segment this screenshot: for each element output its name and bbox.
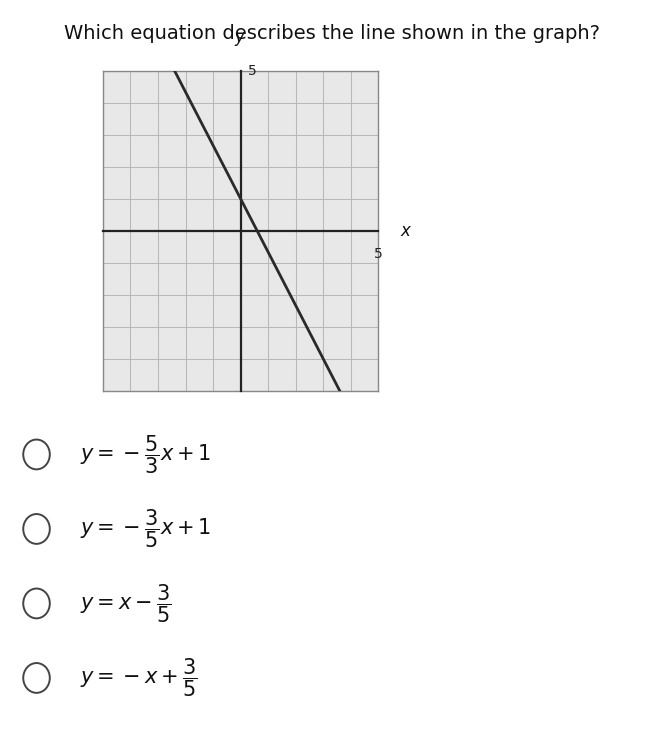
Text: $y$: $y$ <box>234 30 247 48</box>
Text: $y = x - \dfrac{3}{5}$: $y = x - \dfrac{3}{5}$ <box>80 582 171 625</box>
Text: 5: 5 <box>248 64 256 77</box>
Text: 5: 5 <box>374 247 383 261</box>
Text: Which equation describes the line shown in the graph?: Which equation describes the line shown … <box>64 24 600 43</box>
Text: $y = -x + \dfrac{3}{5}$: $y = -x + \dfrac{3}{5}$ <box>80 656 197 700</box>
Text: $x$: $x$ <box>400 222 412 240</box>
Text: $y = -\dfrac{5}{3}x + 1$: $y = -\dfrac{5}{3}x + 1$ <box>80 433 211 476</box>
Text: $y = -\dfrac{3}{5}x + 1$: $y = -\dfrac{3}{5}x + 1$ <box>80 507 211 551</box>
